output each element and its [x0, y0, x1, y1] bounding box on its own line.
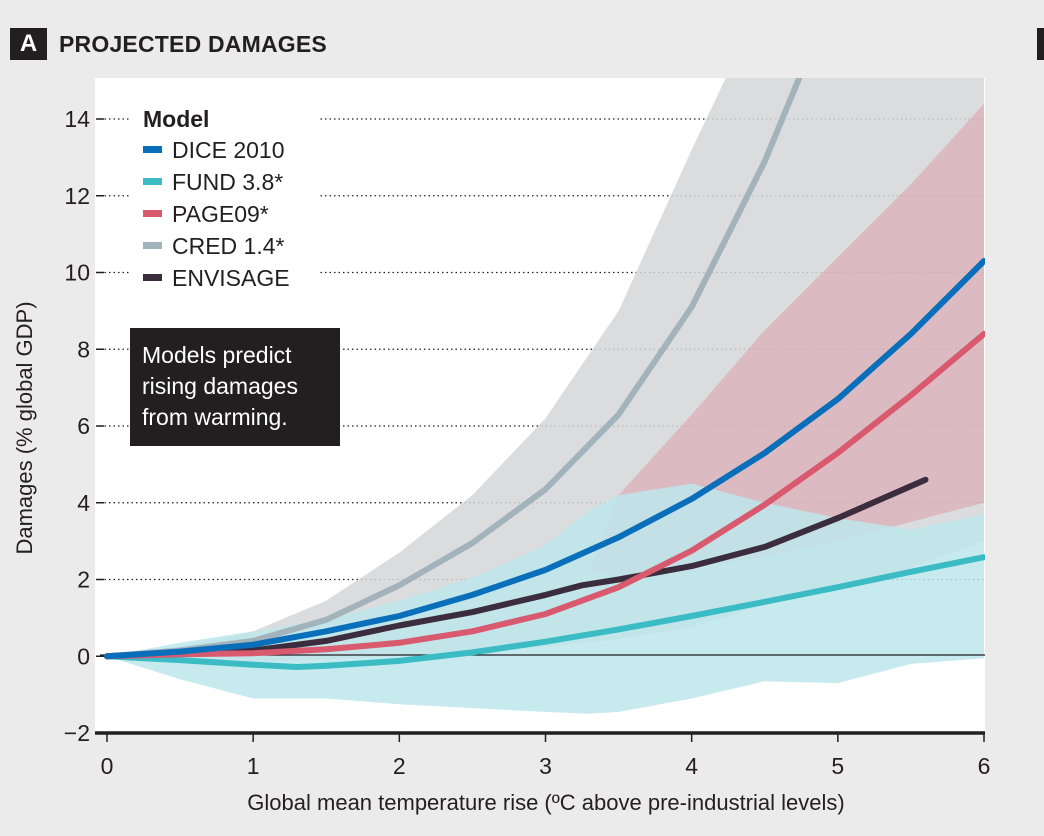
- y-tick-label-6: 10: [64, 260, 90, 286]
- x-tick-label-3: 3: [539, 753, 552, 779]
- legend-label-dice-2010: DICE 2010: [172, 137, 285, 163]
- legend-label-fund-3-8: FUND 3.8*: [172, 169, 283, 195]
- y-tick-label-5: 8: [77, 336, 90, 362]
- panel-header: A PROJECTED DAMAGES: [10, 28, 327, 60]
- x-axis-label: Global mean temperature rise (ºC above p…: [247, 790, 844, 815]
- y-tick-label-8: 14: [64, 106, 90, 132]
- x-tick-label-6: 6: [978, 753, 991, 779]
- y-tick-label-0: −2: [64, 720, 90, 746]
- series-line-envisage: [104, 476, 929, 660]
- series-line-page09: [104, 330, 985, 660]
- y-tick-label-3: 4: [77, 490, 90, 516]
- annotation-line-3: from warming.: [142, 404, 288, 430]
- legend-title: Model: [143, 106, 209, 132]
- y-tick-label-4: 6: [77, 413, 90, 439]
- x-tick-label-1: 1: [247, 753, 260, 779]
- x-tick-label-5: 5: [831, 753, 844, 779]
- y-tick-label-2: 2: [77, 567, 90, 593]
- series-line-fund-3-8: [104, 554, 985, 670]
- legend-label-cred-1-4: CRED 1.4*: [172, 233, 285, 259]
- x-tick-label-0: 0: [101, 753, 114, 779]
- annotation-line-1: Models predict: [142, 342, 292, 368]
- y-axis-label: Damages (% global GDP): [12, 301, 37, 554]
- x-tick-label-4: 4: [685, 753, 698, 779]
- x-axis-ticks: 0 1 2 3 4 5 6: [101, 733, 991, 779]
- y-tick-label-7: 12: [64, 183, 90, 209]
- annotation-background: [130, 328, 340, 446]
- y-axis-ticks: −2 0 2 4 6 8 10 12 14: [64, 106, 104, 746]
- y-tick-label-1: 0: [77, 643, 90, 669]
- band-fund-3-8-range: [107, 483, 984, 714]
- legend-background: [130, 98, 318, 296]
- series-line-dice-2010: [104, 258, 985, 660]
- legend-label-envisage: ENVISAGE: [172, 265, 290, 291]
- uncertainty-bands: [107, 78, 984, 714]
- legend: Model DICE 2010 FUND 3.8* PAGE09* CRED 1.4*…: [130, 98, 318, 296]
- annotation-line-2: rising damages: [142, 373, 298, 399]
- panel-letter-badge: A: [10, 28, 47, 60]
- series-lines: [104, 78, 985, 670]
- panel-title: PROJECTED DAMAGES: [59, 30, 327, 57]
- annotation-box: Models predict rising damages from warmi…: [130, 328, 340, 446]
- x-tick-label-2: 2: [393, 753, 406, 779]
- legend-label-page09: PAGE09*: [172, 201, 269, 227]
- band-page09-range: [589, 103, 984, 576]
- adjacent-panel-edge: [1037, 28, 1044, 60]
